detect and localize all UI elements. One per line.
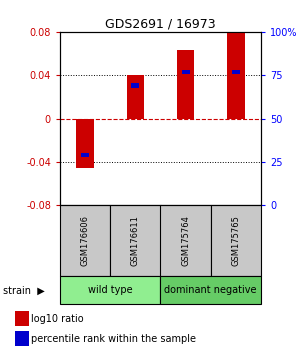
Text: dominant negative: dominant negative — [164, 285, 257, 295]
Bar — [76, 119, 94, 169]
Bar — [182, 70, 190, 74]
Bar — [177, 50, 194, 119]
Title: GDS2691 / 16973: GDS2691 / 16973 — [105, 18, 216, 31]
Text: percentile rank within the sample: percentile rank within the sample — [31, 334, 196, 344]
Text: log10 ratio: log10 ratio — [31, 314, 84, 324]
Bar — [232, 70, 240, 74]
Bar — [60, 276, 160, 304]
Text: wild type: wild type — [88, 285, 133, 295]
Bar — [211, 205, 261, 276]
Bar — [15, 311, 29, 326]
Bar — [160, 205, 211, 276]
Text: GSM176611: GSM176611 — [131, 215, 140, 266]
Bar — [110, 205, 160, 276]
Bar — [131, 84, 139, 88]
Bar — [15, 331, 29, 346]
Bar — [227, 33, 245, 119]
Bar — [127, 75, 144, 119]
Bar — [160, 276, 261, 304]
Bar — [60, 205, 110, 276]
Bar — [81, 153, 89, 157]
Text: GSM175764: GSM175764 — [181, 215, 190, 266]
Text: GSM176606: GSM176606 — [81, 215, 90, 266]
Text: GSM175765: GSM175765 — [231, 215, 240, 266]
Text: strain  ▶: strain ▶ — [3, 285, 45, 295]
